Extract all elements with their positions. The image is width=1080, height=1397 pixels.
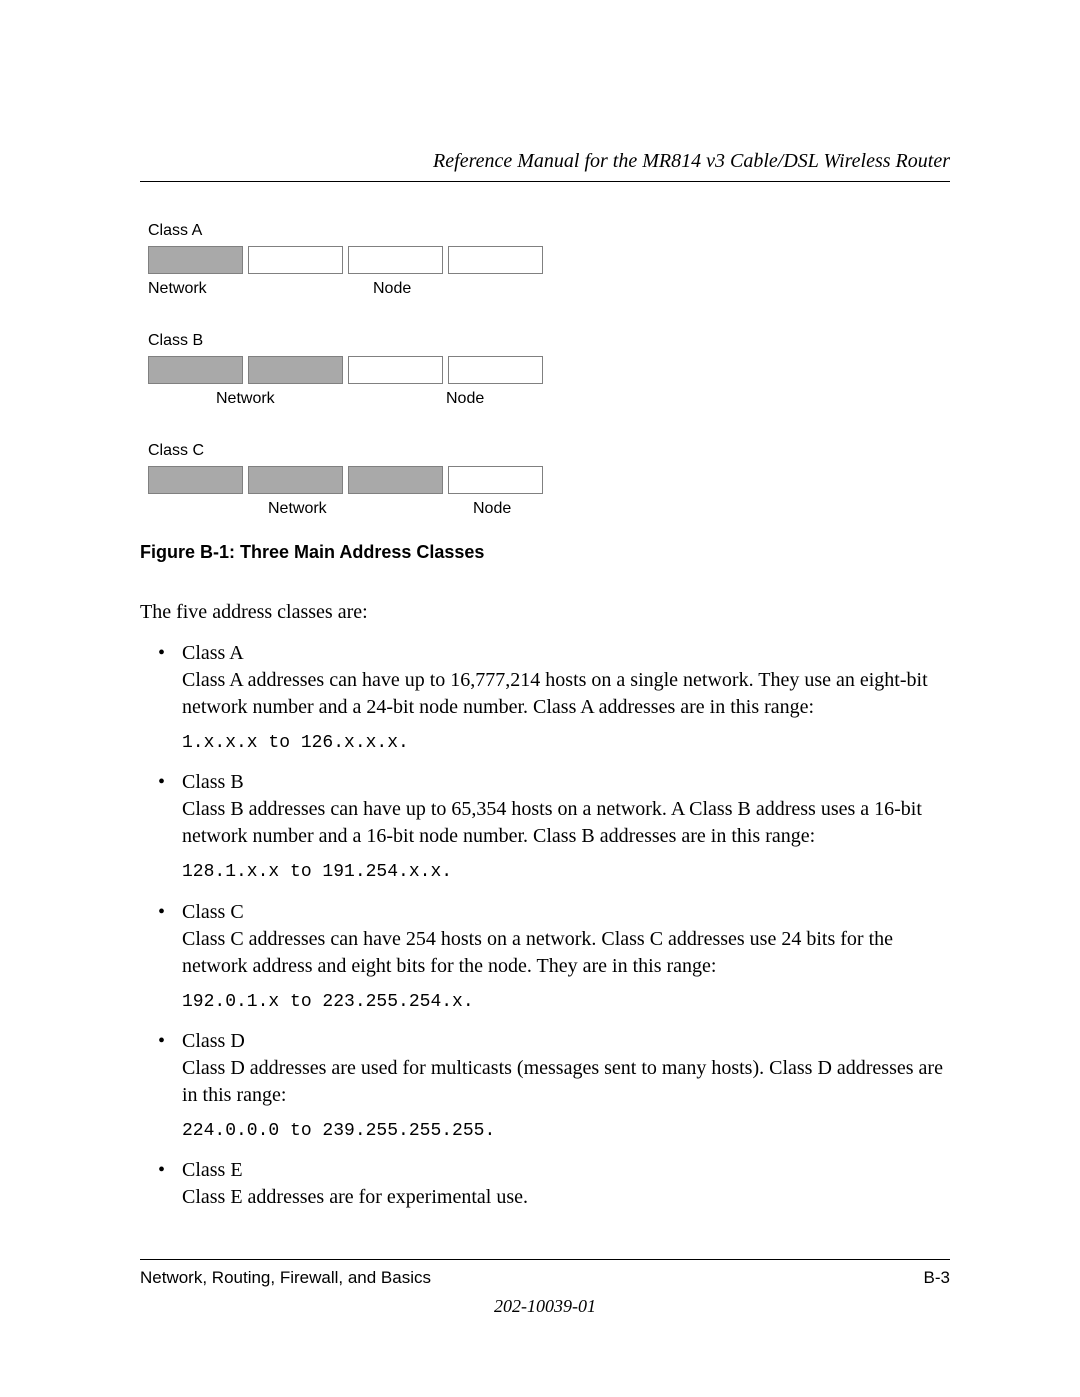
- figure-cell: [248, 356, 343, 384]
- figure-row-label-b: Class B: [148, 332, 950, 350]
- figure-under-b: Network Node: [148, 390, 950, 412]
- class-desc: Class C addresses can have 254 hosts on …: [182, 926, 950, 980]
- figure-row-c: [148, 466, 950, 494]
- figure-under-label: Node: [373, 280, 411, 298]
- list-item: Class E Class E addresses are for experi…: [164, 1157, 950, 1211]
- footer-rule: [140, 1259, 950, 1260]
- figure-under-label: Network: [148, 280, 207, 298]
- class-range: 128.1.x.x to 191.254.x.x.: [182, 860, 950, 884]
- figure-cell: [348, 466, 443, 494]
- figure-row-a: [148, 246, 950, 274]
- class-range: 224.0.0.0 to 239.255.255.255.: [182, 1119, 950, 1143]
- figure-row-label-a: Class A: [148, 222, 950, 240]
- footer-page-number: B-3: [924, 1268, 950, 1288]
- figure-under-label: Node: [446, 390, 484, 408]
- page-footer: Network, Routing, Firewall, and Basics B…: [140, 1259, 950, 1317]
- class-name: Class E: [182, 1157, 950, 1184]
- class-name: Class C: [182, 899, 950, 926]
- footer-doc-number: 202-10039-01: [140, 1296, 950, 1317]
- figure-row-b: [148, 356, 950, 384]
- footer-section: Network, Routing, Firewall, and Basics: [140, 1268, 431, 1288]
- class-name: Class A: [182, 640, 950, 667]
- figure-under-a: Network Node: [148, 280, 950, 302]
- figure-under-c: Network Node: [148, 500, 950, 522]
- figure-under-label: Node: [473, 500, 511, 518]
- figure-caption: Figure B-1: Three Main Address Classes: [140, 542, 950, 563]
- class-name: Class B: [182, 769, 950, 796]
- list-item: Class A Class A addresses can have up to…: [164, 640, 950, 755]
- figure-cell: [448, 246, 543, 274]
- class-name: Class D: [182, 1028, 950, 1055]
- figure-under-label: Network: [268, 500, 327, 518]
- figure-cell: [448, 466, 543, 494]
- class-desc: Class B addresses can have up to 65,354 …: [182, 796, 950, 850]
- list-item: Class D Class D addresses are used for m…: [164, 1028, 950, 1143]
- figure-cell: [348, 246, 443, 274]
- class-desc: Class E addresses are for experimental u…: [182, 1184, 950, 1211]
- figure-cell: [448, 356, 543, 384]
- figure-cell: [148, 246, 243, 274]
- class-desc: Class A addresses can have up to 16,777,…: [182, 667, 950, 721]
- intro-line: The five address classes are:: [140, 599, 950, 626]
- list-item: Class B Class B addresses can have up to…: [164, 769, 950, 884]
- class-range: 1.x.x.x to 126.x.x.x.: [182, 731, 950, 755]
- class-list: Class A Class A addresses can have up to…: [140, 640, 950, 1211]
- figure-cell: [248, 466, 343, 494]
- figure-row-label-c: Class C: [148, 442, 950, 460]
- figure-cell: [148, 466, 243, 494]
- figure-cell: [248, 246, 343, 274]
- running-head: Reference Manual for the MR814 v3 Cable/…: [140, 150, 950, 182]
- figure-cell: [148, 356, 243, 384]
- page: Reference Manual for the MR814 v3 Cable/…: [0, 0, 1080, 1397]
- figure-b1: Class A Network Node Class B Network Nod…: [148, 222, 950, 522]
- class-desc: Class D addresses are used for multicast…: [182, 1055, 950, 1109]
- figure-cell: [348, 356, 443, 384]
- figure-under-label: Network: [216, 390, 275, 408]
- list-item: Class C Class C addresses can have 254 h…: [164, 899, 950, 1014]
- class-range: 192.0.1.x to 223.255.254.x.: [182, 990, 950, 1014]
